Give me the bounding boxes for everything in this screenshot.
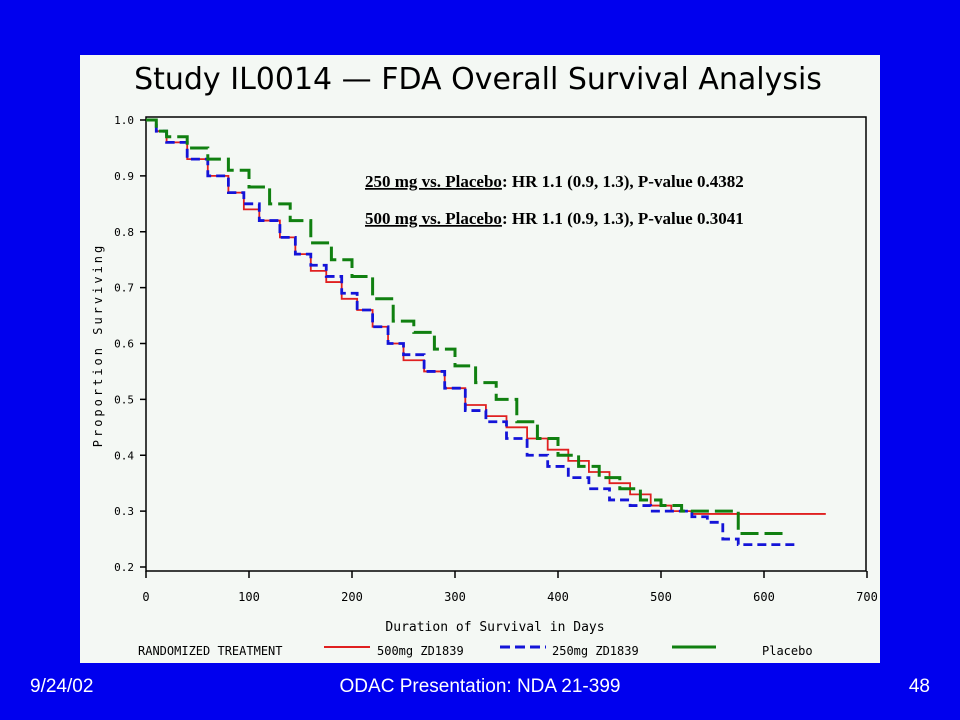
annotation-2-comparison: 500 mg vs. Placebo	[365, 209, 502, 228]
y-tick-label: 0.6	[114, 338, 134, 351]
y-tick-label: 1.0	[114, 114, 134, 127]
y-tick-label: 0.3	[114, 505, 134, 518]
series-line-250mg-zd1839	[146, 118, 795, 547]
y-tick-label: 0.9	[114, 170, 134, 183]
y-tick-label: 0.2	[114, 561, 134, 574]
survival-chart: Study IL0014 — FDA Overall Survival Anal…	[91, 62, 878, 658]
legend-label-250mg: 250mg ZD1839	[552, 644, 639, 658]
annotation-line-2: 500 mg vs. Placebo: HR 1.1 (0.9, 1.3), P…	[365, 209, 744, 228]
x-tick-label: 600	[753, 590, 775, 604]
chart-title: Study IL0014 — FDA Overall Survival Anal…	[134, 62, 822, 97]
annotation-2-stats: : HR 1.1 (0.9, 1.3), P-value 0.3041	[502, 209, 744, 228]
x-tick-label: 700	[856, 590, 878, 604]
y-tick-label: 0.4	[114, 449, 134, 462]
x-tick-label: 500	[650, 590, 672, 604]
footer-date: 9/24/02	[30, 676, 94, 697]
y-tick-label: 0.7	[114, 282, 134, 295]
footer-presentation-title: ODAC Presentation: NDA 21-399	[339, 676, 621, 697]
footer-page-number: 48	[908, 676, 930, 697]
legend: RANDOMIZED TREATMENT 500mg ZD1839 250mg …	[138, 644, 813, 658]
annotation-1-stats: : HR 1.1 (0.9, 1.3), P-value 0.4382	[502, 172, 744, 191]
series-line-500mg-zd1839	[146, 119, 826, 515]
axes-layer: 0 100 200 300 400 500 600 700 0.2 0.3 0.4 0.5 0.6 0.7…	[114, 114, 878, 604]
series-layer	[146, 118, 826, 547]
annotation-1-comparison: 250 mg vs. Placebo	[365, 172, 502, 191]
y-axis-label: Proportion Surviving	[91, 243, 105, 448]
legend-title: RANDOMIZED TREATMENT	[138, 644, 283, 658]
x-tick-label: 100	[238, 590, 260, 604]
legend-label-placebo: Placebo	[762, 644, 813, 658]
x-tick-label: 200	[341, 590, 363, 604]
x-tick-label: 400	[547, 590, 569, 604]
x-tick-label: 300	[444, 590, 466, 604]
y-tick-label: 0.5	[114, 393, 134, 406]
x-axis-label: Duration of Survival in Days	[385, 620, 604, 635]
legend-label-500mg: 500mg ZD1839	[377, 644, 464, 658]
y-tick-label: 0.8	[114, 226, 134, 239]
annotation-line-1: 250 mg vs. Placebo: HR 1.1 (0.9, 1.3), P…	[365, 172, 744, 191]
series-line-placebo	[146, 118, 785, 535]
x-tick-label: 0	[142, 590, 149, 604]
chart-panel: Study IL0014 — FDA Overall Survival Anal…	[80, 55, 880, 663]
